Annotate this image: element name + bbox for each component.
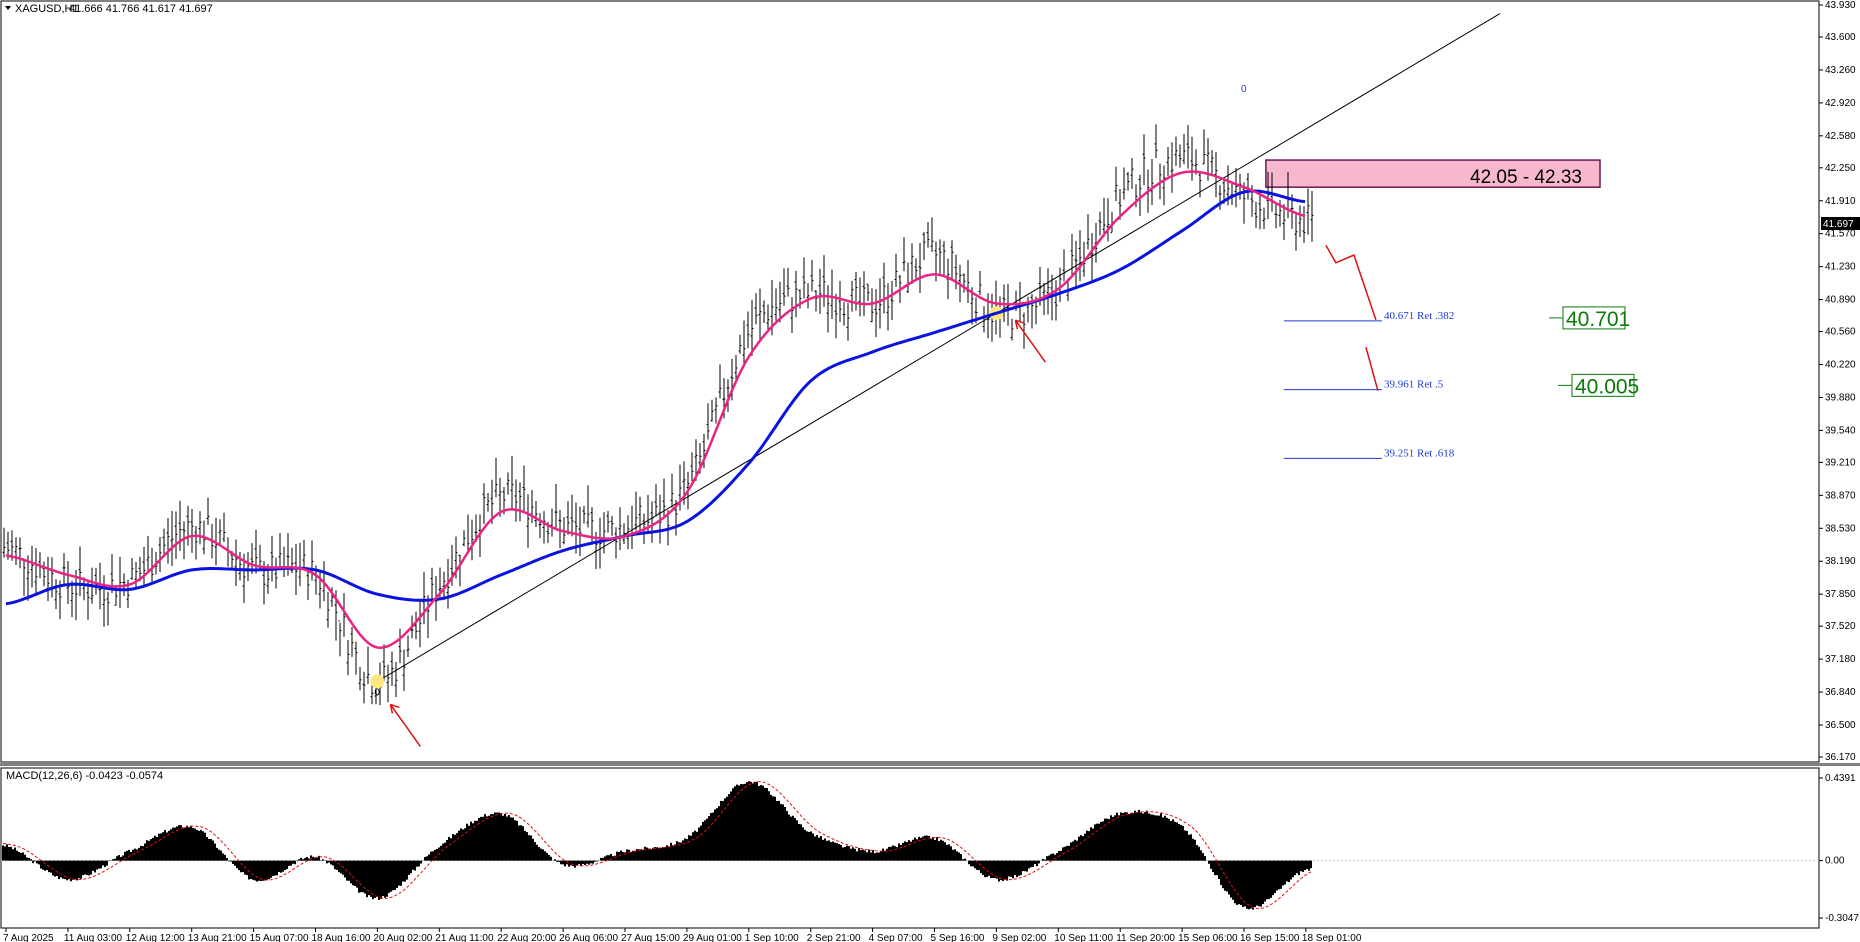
resistance-zone[interactable] — [1265, 159, 1601, 188]
swing-label: 0 — [1241, 84, 1247, 95]
macd-tick-label: 0.4391 — [1825, 773, 1856, 784]
price-axis: 43.930 43.600 43.260 42.920 42.580 42.250 41.9… — [1819, 0, 1859, 924]
price-tick-label: 39.540 — [1825, 425, 1856, 436]
arrow-markers — [389, 319, 1047, 747]
arrow-up-right-icon-head — [1014, 319, 1025, 330]
level-box — [1562, 306, 1626, 330]
price-tick-label: 36.500 — [1825, 720, 1856, 731]
time-tick-label: 5 Sep 16:00 — [931, 933, 985, 942]
macd-title: MACD(12,26,6) -0.0423 -0.0574 — [6, 770, 163, 782]
price-tick-label: 38.530 — [1825, 523, 1856, 534]
time-tick-label: 15 Aug 07:00 — [250, 933, 309, 942]
time-tick-label: 2 Sep 21:00 — [807, 933, 861, 942]
price-tick-label: 40.220 — [1825, 360, 1856, 371]
projection-path — [1325, 244, 1379, 391]
price-tick-label: 40.890 — [1825, 295, 1856, 306]
time-tick-label: 27 Aug 15:00 — [621, 933, 680, 942]
current-price-label: 41.697 — [1823, 219, 1854, 230]
time-tick-label: 13 Aug 21:00 — [188, 933, 247, 942]
time-tick-label: 22 Aug 20:00 — [497, 933, 556, 942]
time-tick-label: 21 Aug 11:00 — [435, 933, 494, 942]
price-tick-label: 36.170 — [1825, 752, 1856, 763]
macd-signal-line — [2, 781, 1312, 910]
time-tick-label: 9 Sep 02:00 — [992, 933, 1046, 942]
arrow-up-right-icon — [389, 703, 422, 747]
time-tick-label: 15 Sep 06:00 — [1178, 933, 1238, 942]
current-price-tag — [1821, 217, 1860, 230]
price-tick-label: 43.600 — [1825, 32, 1856, 43]
macd-tick-label: -0.3047 — [1825, 913, 1859, 924]
price-tick-label: 37.520 — [1825, 621, 1856, 632]
macd-histogram — [1, 781, 1819, 910]
triangle-down-icon[interactable] — [5, 6, 11, 10]
time-tick-label: 29 Aug 01:00 — [683, 933, 742, 942]
price-tick-label: 41.910 — [1825, 196, 1856, 207]
time-tick-label: 20 Aug 02:00 — [373, 933, 432, 942]
price-tick-label: 37.180 — [1825, 654, 1856, 665]
moving-averages — [5, 170, 1306, 649]
level-labels: 40.701 40.005 — [1549, 306, 1639, 398]
zone-label: 42.05 - 42.33 — [1470, 167, 1582, 188]
fib-label: 40.671 Ret .382 — [1384, 310, 1454, 322]
time-tick-label: 4 Sep 07:00 — [869, 933, 923, 942]
ohlc-readout: 41.666 41.766 41.617 41.697 — [69, 3, 213, 15]
level-label: 40.005 — [1575, 375, 1639, 398]
fib-label: 39.961 Ret .5 — [1384, 379, 1444, 391]
time-tick-label: 26 Aug 06:00 — [559, 933, 618, 942]
price-tick-label: 41.230 — [1825, 262, 1856, 273]
time-tick-label: 18 Sep 01:00 — [1302, 933, 1362, 942]
price-tick-label: 39.210 — [1825, 457, 1856, 468]
fibonacci-layer[interactable]: 40.671 Ret .382 39.961 Ret .5 39.251 Ret .… — [1284, 310, 1455, 460]
zone-layer — [1265, 159, 1601, 188]
price-tick-label: 39.880 — [1825, 392, 1856, 403]
macd-tick-label: 0.00 — [1825, 856, 1845, 867]
price-tick-label: 41.570 — [1825, 229, 1856, 240]
price-tick-label: 43.930 — [1825, 0, 1856, 11]
price-tick-label: 38.870 — [1825, 490, 1856, 501]
time-tick-label: 11 Aug 03:00 — [64, 933, 123, 942]
time-tick-label: 12 Aug 12:00 — [126, 933, 185, 942]
price-tick-label: 38.190 — [1825, 556, 1856, 567]
symbol-label: XAGUSD,H1 — [15, 3, 79, 15]
time-tick-label: 1 Sep 10:00 — [745, 933, 799, 942]
time-tick-label: 18 Aug 16:00 — [312, 933, 371, 942]
level-label: 40.701 — [1566, 308, 1630, 331]
time-tick-label: 10 Sep 11:00 — [1054, 933, 1113, 942]
price-tick-label: 37.850 — [1825, 589, 1856, 600]
time-tick-label: 16 Sep 15:00 — [1240, 933, 1300, 942]
projection-leg-1 — [1325, 244, 1377, 321]
price-tick-label: 42.580 — [1825, 131, 1856, 142]
time-tick-label: 11 Sep 20:00 — [1116, 933, 1175, 942]
projection-leg-2 — [1365, 346, 1379, 391]
price-tick-label: 40.560 — [1825, 327, 1856, 338]
swing-marker — [370, 674, 385, 689]
swing-label: 0 — [374, 687, 380, 698]
price-tick-label: 43.260 — [1825, 65, 1856, 76]
arrow-up-right-icon — [1014, 319, 1047, 363]
ema-fast-line — [5, 170, 1306, 649]
price-tick-label: 42.920 — [1825, 98, 1856, 109]
time-tick-label: 7 Aug 2025 — [3, 933, 54, 942]
price-bars — [2, 124, 1314, 706]
level-box — [1571, 373, 1635, 397]
arrow-up-right-icon-head — [389, 703, 400, 714]
main-pane[interactable] — [0, 0, 1820, 763]
price-tick-label: 36.840 — [1825, 687, 1856, 698]
price-tick-label: 42.250 — [1825, 163, 1856, 174]
time-axis: 7 Aug 2025 11 Aug 03:00 12 Aug 12:00 13 Aug… — [3, 928, 1362, 942]
trendline[interactable] — [377, 13, 1501, 682]
fib-label: 39.251 Ret .618 — [1384, 447, 1455, 459]
ma-slow-line — [5, 189, 1306, 606]
